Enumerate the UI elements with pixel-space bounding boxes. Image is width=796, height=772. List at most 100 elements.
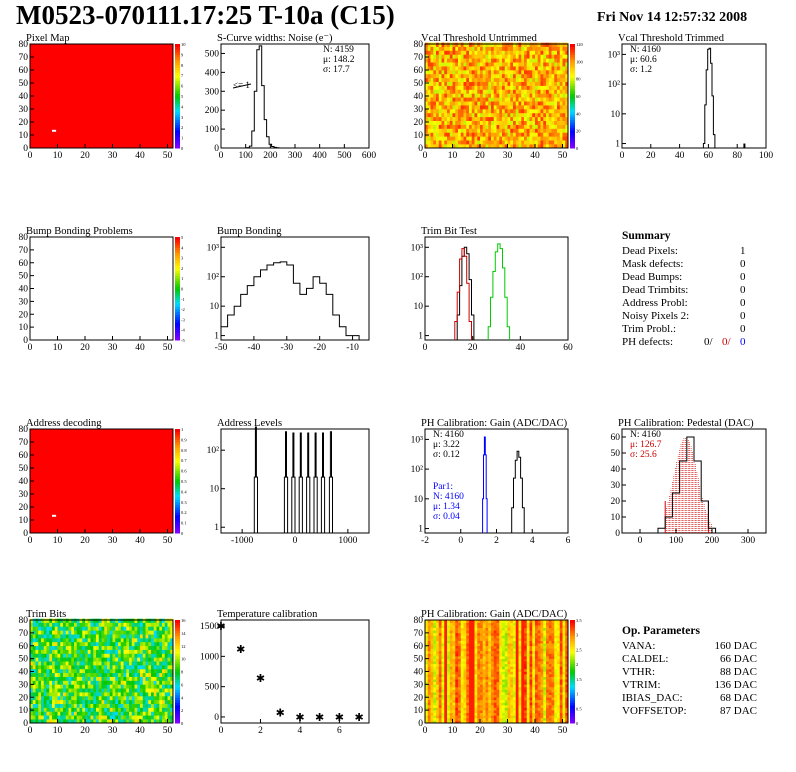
heatmap-cell (153, 653, 157, 658)
heatmap-cell (140, 645, 144, 650)
heatmap-cell (30, 688, 34, 693)
heatmap-cell (38, 680, 42, 685)
heatmap-cell (496, 681, 500, 685)
heatmap-cell (518, 707, 522, 711)
color-scale-cell (175, 643, 180, 647)
heatmap-cell (485, 112, 489, 118)
heatmap-cell (554, 663, 558, 667)
heatmap-cell (107, 638, 111, 643)
heatmap-cell (140, 622, 144, 627)
heatmap-cell (46, 653, 50, 658)
heatmap-cell (529, 77, 533, 82)
heatmap-cell (79, 703, 83, 708)
panel-title: Trim Bit Test (421, 226, 477, 237)
heatmap-cell (546, 144, 550, 149)
heatmap-cell (562, 54, 566, 59)
heatmap-cell (493, 54, 497, 59)
heatmap-cell (466, 105, 470, 110)
heatmap-cell (460, 674, 464, 677)
heatmap-cell (87, 630, 91, 635)
heatmap-cell (521, 136, 525, 141)
heatmap-cell (529, 684, 533, 688)
heatmap-cell (93, 626, 97, 631)
y-tick-label: 10 (19, 706, 29, 716)
heatmap-cell (153, 641, 157, 647)
heatmap-cell (101, 699, 105, 704)
heatmap-cell (63, 634, 67, 639)
heatmap-cell (540, 720, 544, 724)
heatmap-cell (101, 688, 105, 693)
heatmap-cell (499, 686, 503, 690)
heatmap-cell (499, 671, 503, 675)
heatmap-cell (548, 702, 552, 706)
heatmap-cell (458, 699, 462, 703)
heatmap-cell (463, 663, 467, 667)
heatmap-cell (515, 116, 519, 121)
color-scale-cell (175, 436, 180, 440)
heatmap-cell (96, 630, 100, 635)
heatmap-cell (535, 46, 539, 51)
color-scale-cell (175, 273, 180, 277)
x-tick-label: 0 (423, 151, 428, 161)
heatmap-cell (559, 684, 563, 688)
heatmap-cell (167, 622, 171, 627)
heatmap-cell (145, 680, 149, 685)
heatmap-cell (526, 715, 530, 719)
heatmap-cell (491, 81, 495, 86)
heatmap-cell (526, 136, 530, 141)
color-scale-cell (175, 275, 180, 279)
heatmap-cell (85, 668, 89, 674)
heatmap-cell (164, 711, 168, 716)
heatmap-cell (463, 73, 467, 79)
address-peak (283, 431, 289, 533)
color-scale-cell (175, 488, 180, 492)
heatmap-cell (35, 684, 39, 689)
heatmap-cell (164, 622, 168, 627)
heatmap-cell (444, 645, 448, 649)
heatmap-cell (452, 684, 456, 688)
heatmap-cell (65, 653, 69, 658)
heatmap-cell (557, 81, 561, 86)
heatmap-cell (496, 70, 500, 75)
heatmap-cell (518, 720, 522, 724)
heatmap-cell (438, 676, 442, 680)
color-scale-label: 0.1 (181, 521, 187, 526)
heatmap-cell (131, 661, 135, 666)
heatmap-cell (474, 120, 478, 125)
heatmap-cell (469, 717, 473, 721)
heatmap-cell (513, 661, 517, 665)
heatmap-cell (474, 674, 478, 677)
heatmap-cell (510, 124, 514, 129)
heatmap-cell (474, 679, 478, 683)
heatmap-cell (425, 58, 429, 63)
heatmap-cell (565, 112, 569, 118)
heatmap-cell (441, 105, 445, 110)
heatmap-cell (507, 681, 511, 685)
heatmap-cell (107, 618, 111, 623)
heatmap-cell (436, 136, 440, 141)
heatmap-cell (41, 715, 45, 720)
heatmap-cell (41, 703, 45, 708)
heatmap-cell (471, 704, 475, 708)
heatmap-cell (142, 661, 146, 666)
heatmap-cell (71, 719, 75, 724)
heatmap-cell (513, 85, 517, 90)
heatmap-cell (123, 703, 127, 708)
heatmap-cell (562, 676, 566, 680)
color-scale-label: 5 (181, 235, 184, 240)
heatmap-cell (548, 704, 552, 708)
x-tick-label: -30 (280, 343, 293, 353)
heatmap-cell (159, 641, 163, 647)
heatmap-cell (529, 692, 533, 695)
heatmap-cell (535, 710, 539, 714)
heatmap-cell (466, 704, 470, 708)
heatmap-cell (546, 128, 550, 133)
heatmap-cell (112, 688, 116, 693)
heatmap-cell (515, 656, 519, 659)
heatmap-cell (504, 681, 508, 685)
heatmap-cell (477, 73, 481, 79)
heatmap-cell (115, 622, 119, 627)
heatmap-cell (521, 653, 525, 657)
heatmap-cell (543, 661, 547, 665)
heatmap-cell (74, 699, 78, 704)
